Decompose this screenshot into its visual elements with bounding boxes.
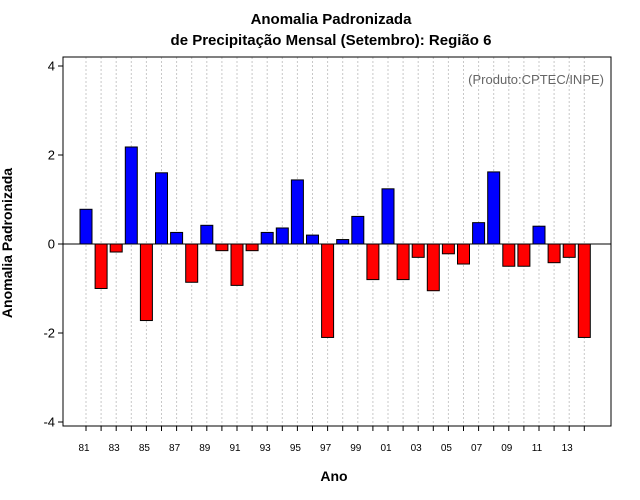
y-tick-label: 4 <box>48 59 55 74</box>
bar-2008 <box>487 171 501 245</box>
bar-2002 <box>396 243 410 281</box>
bar-1997 <box>321 243 335 338</box>
bar-2000 <box>366 243 380 281</box>
bar-2003 <box>411 243 425 258</box>
bar-2012 <box>547 243 561 264</box>
credit-annotation: (Produto:CPTEC/INPE) <box>468 72 604 87</box>
bar-1991 <box>230 243 244 286</box>
bar-1988 <box>185 243 199 283</box>
chart-subtitle: de Precipitação Mensal (Setembro): Regiã… <box>171 32 492 49</box>
bar-2010 <box>517 243 531 267</box>
x-tick-label: 97 <box>320 443 332 454</box>
bar-2005 <box>441 243 455 255</box>
x-tick-label: 89 <box>199 443 211 454</box>
bar-2013 <box>562 243 576 258</box>
x-tick-label: 83 <box>109 443 121 454</box>
bar-1986 <box>155 172 168 245</box>
x-tick-label: 09 <box>501 443 513 454</box>
bar-1995 <box>290 179 304 245</box>
x-axis: 81 83 85 87 89 91 93 95 97 99 01 03 05 07 09 11 13 <box>78 426 585 454</box>
bar-1987 <box>170 231 184 245</box>
bar-2009 <box>502 243 516 267</box>
y-tick-label: 2 <box>48 148 55 163</box>
x-tick-label: 11 <box>532 443 543 454</box>
y-tick-label: 0 <box>48 237 55 252</box>
bar-2006 <box>457 243 470 265</box>
bars <box>79 146 591 338</box>
bar-1981 <box>79 208 93 245</box>
x-tick-label: 03 <box>411 443 423 454</box>
bar-1999 <box>351 215 365 245</box>
x-axis-label: Ano <box>320 468 347 484</box>
y-tick-label: -4 <box>43 415 55 430</box>
bar-1989 <box>200 224 214 245</box>
x-tick-label: 07 <box>471 443 483 454</box>
bar-2004 <box>426 243 440 292</box>
bar-1990 <box>215 243 229 252</box>
chart-title: Anomalia Padronizada <box>251 11 413 28</box>
bar-2011 <box>532 225 546 245</box>
y-tick-label: -2 <box>43 326 55 341</box>
bar-1984 <box>124 146 138 245</box>
y-axis: 4 2 0 -2 -4 <box>43 59 63 430</box>
x-tick-label: 81 <box>78 443 90 454</box>
x-tick-label: 01 <box>380 443 392 454</box>
x-tick-label: 93 <box>260 443 272 454</box>
bar-2014 <box>577 243 591 338</box>
x-tick-label: 05 <box>441 443 453 454</box>
x-tick-label: 91 <box>229 443 241 454</box>
bar-1982 <box>94 243 108 289</box>
bar-1993 <box>260 231 274 245</box>
x-tick-label: 85 <box>139 443 151 454</box>
bar-2001 <box>381 188 395 245</box>
x-tick-label: 13 <box>562 443 574 454</box>
bar-1992 <box>245 243 259 252</box>
plot-frame <box>62 56 612 427</box>
bar-1983 <box>109 243 123 253</box>
x-tick-label: 95 <box>290 443 302 454</box>
bar-1996 <box>306 234 319 245</box>
x-tick-label: 99 <box>350 443 362 454</box>
bar-1998 <box>336 239 350 245</box>
bar-1985 <box>139 243 153 322</box>
bar-1994 <box>275 227 289 245</box>
x-tick-label: 87 <box>169 443 181 454</box>
bar-2007 <box>472 222 486 245</box>
y-axis-label: Anomalia Padronizada <box>0 168 15 318</box>
